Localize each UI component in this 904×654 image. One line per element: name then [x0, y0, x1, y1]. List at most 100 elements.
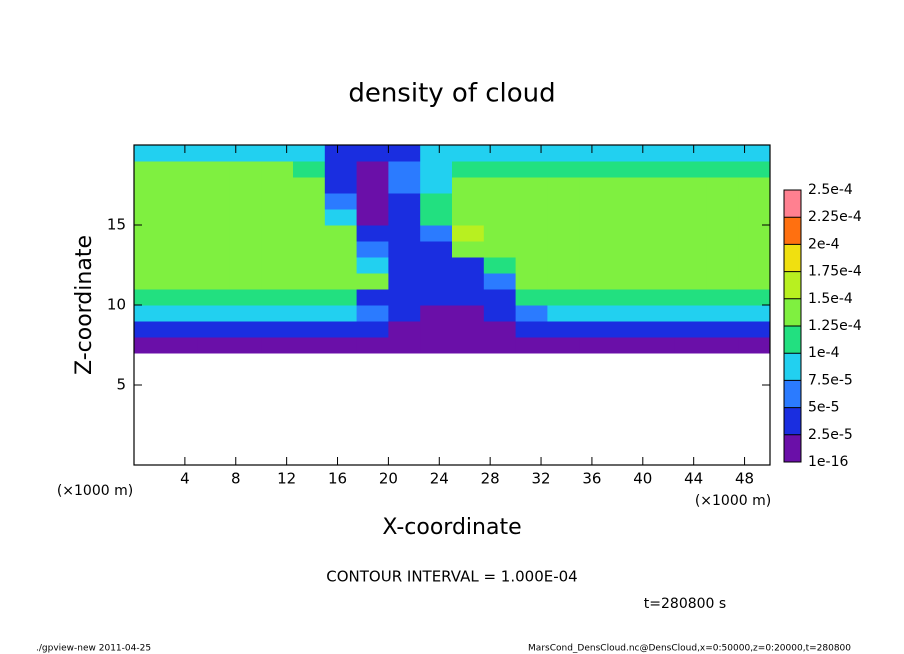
cell — [356, 145, 389, 162]
cell — [356, 193, 389, 210]
cell — [547, 321, 580, 338]
cell — [388, 337, 421, 354]
cell — [483, 161, 517, 178]
cell — [165, 177, 199, 194]
cell — [738, 177, 771, 194]
cell — [483, 289, 517, 306]
cell — [324, 289, 358, 306]
colorbar-label: 2.25e-4 — [808, 209, 862, 225]
cell — [261, 289, 294, 306]
cell — [547, 337, 580, 354]
cell — [483, 193, 517, 210]
cell — [197, 305, 230, 322]
cell — [642, 161, 676, 178]
cell — [229, 177, 262, 194]
cell — [611, 321, 644, 338]
cell — [642, 193, 676, 210]
cell — [293, 193, 326, 210]
cell — [515, 257, 548, 274]
cell — [293, 225, 326, 242]
cell — [229, 193, 262, 210]
cell — [420, 257, 453, 274]
cell — [134, 305, 167, 322]
cell — [165, 289, 199, 306]
footer: MarsCond_DensCloud.nc@DensCloud,x=0:5000… — [528, 644, 851, 654]
y-tick-label: 5 — [116, 376, 126, 394]
cell — [706, 193, 739, 210]
cell — [388, 209, 421, 226]
x-tick-label: 28 — [481, 470, 500, 488]
cell — [229, 241, 262, 258]
cell — [261, 321, 294, 338]
cell — [515, 145, 548, 162]
cell — [611, 193, 644, 210]
cell — [515, 225, 548, 242]
cell — [483, 337, 517, 354]
cell — [261, 241, 294, 258]
cell — [293, 241, 326, 258]
cell — [324, 209, 358, 226]
cell — [611, 273, 644, 290]
cell — [738, 305, 771, 322]
colorbar-box — [784, 190, 801, 218]
x-tick-label: 8 — [231, 470, 241, 488]
cell — [324, 225, 358, 242]
cell — [420, 289, 453, 306]
cell — [388, 321, 421, 338]
cell — [674, 337, 707, 354]
cell — [324, 145, 358, 162]
cell — [547, 193, 580, 210]
cell — [706, 161, 739, 178]
cell — [134, 241, 167, 258]
cell — [611, 241, 644, 258]
colorbar-box — [784, 434, 801, 462]
cell — [261, 305, 294, 322]
cell — [706, 273, 739, 290]
cell — [197, 177, 230, 194]
cell — [611, 305, 644, 322]
cell — [165, 145, 199, 162]
cell — [579, 225, 612, 242]
cell — [134, 257, 167, 274]
cell — [356, 225, 389, 242]
cell — [706, 241, 739, 258]
y-tick-label: 15 — [107, 216, 126, 234]
cell — [642, 145, 676, 162]
cell — [420, 337, 453, 354]
cell — [611, 337, 644, 354]
cell — [165, 193, 199, 210]
cell — [229, 305, 262, 322]
colorbar-label: 7.5e-5 — [808, 372, 853, 388]
cell — [420, 305, 453, 322]
cell — [229, 321, 262, 338]
colorbar-label: 5e-5 — [808, 400, 839, 416]
cell — [420, 177, 453, 194]
cell — [547, 273, 580, 290]
cell — [356, 161, 389, 178]
cell — [197, 193, 230, 210]
cell — [388, 193, 421, 210]
cell — [197, 161, 230, 178]
cell — [706, 337, 739, 354]
cell — [134, 145, 167, 162]
cell — [642, 273, 676, 290]
cell — [388, 241, 421, 258]
cell — [674, 273, 707, 290]
colorbar-box — [784, 298, 801, 326]
cell — [197, 225, 230, 242]
y-tick-label: 10 — [107, 296, 126, 314]
cell — [324, 257, 358, 274]
colorbar-box — [784, 244, 801, 272]
cell — [420, 193, 453, 210]
cell — [165, 273, 199, 290]
cell — [197, 145, 230, 162]
cell — [261, 257, 294, 274]
x-tick-label: 24 — [430, 470, 449, 488]
cell — [134, 273, 167, 290]
cell — [420, 161, 453, 178]
colorbar-label: 1e-16 — [808, 454, 848, 470]
cell — [293, 289, 326, 306]
colorbar-label: 1e-4 — [808, 345, 840, 361]
cell — [611, 225, 644, 242]
cell — [229, 289, 262, 306]
